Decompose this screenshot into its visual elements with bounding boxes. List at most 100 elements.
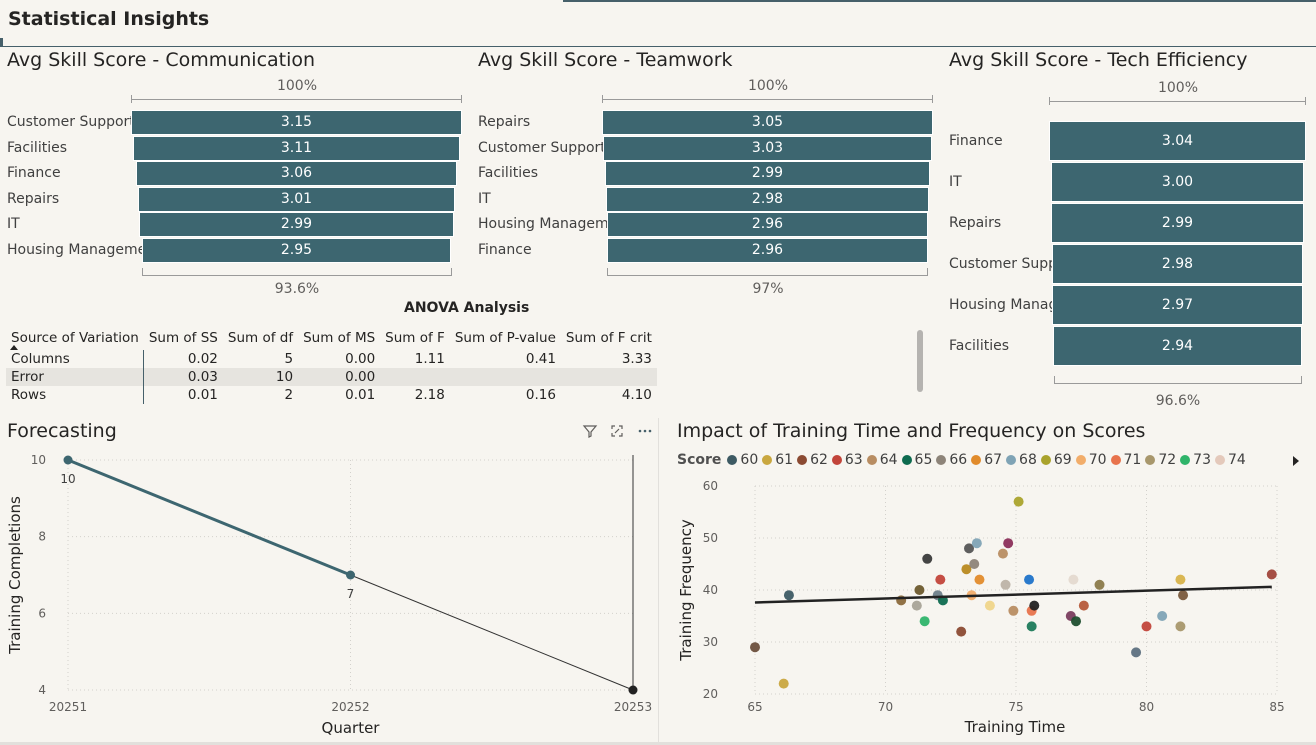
- anova-header-fcrit[interactable]: Sum of F crit: [565, 330, 652, 346]
- vertical-scrollbar[interactable]: [917, 330, 923, 392]
- bar[interactable]: 3.01: [138, 186, 455, 212]
- scatter-point[interactable]: [961, 564, 972, 575]
- filter-icon[interactable]: [579, 420, 601, 442]
- anova-header-df[interactable]: Sum of df: [227, 330, 294, 346]
- bottom-divider: [0, 742, 1316, 745]
- y-tick-label: 20: [703, 687, 718, 701]
- scatter-point[interactable]: [969, 559, 980, 569]
- bar[interactable]: 2.95: [141, 238, 452, 263]
- bar[interactable]: 3.06: [135, 161, 458, 187]
- bar[interactable]: 2.99: [139, 212, 454, 238]
- bar[interactable]: 3.11: [133, 135, 460, 161]
- scatter-point[interactable]: [1013, 496, 1024, 507]
- anova-header-f[interactable]: Sum of F: [385, 330, 445, 346]
- category-label: Repairs: [949, 214, 1002, 231]
- legend-item[interactable]: 71: [1110, 452, 1141, 468]
- scatter-point[interactable]: [935, 574, 946, 585]
- legend-label: 68: [1019, 452, 1037, 468]
- more-options-icon[interactable]: [634, 420, 656, 442]
- scatter-point[interactable]: [974, 574, 985, 585]
- scatter-point[interactable]: [1003, 538, 1014, 549]
- anova-cell: 2.18: [414, 387, 445, 403]
- legend-item[interactable]: 65: [901, 452, 932, 468]
- category-label: Facilities: [478, 165, 538, 182]
- legend-item[interactable]: 68: [1006, 452, 1037, 468]
- forecast-chart[interactable]: 4 6 8 10 20251 20252 20253 10 7 Quarter Training C…: [0, 445, 658, 745]
- anova-header-ss[interactable]: Sum of SS: [148, 330, 218, 346]
- scatter-point[interactable]: [1094, 579, 1105, 590]
- bar[interactable]: 2.96: [606, 238, 929, 263]
- legend-item[interactable]: 61: [762, 452, 793, 468]
- scatter-point[interactable]: [971, 538, 982, 549]
- bar[interactable]: 2.96: [606, 212, 929, 238]
- scatter-chart[interactable]: 20 30 40 50 60 65 70 75 80 85 Training Time Trainin…: [670, 472, 1310, 742]
- scatter-point[interactable]: [997, 548, 1008, 559]
- teamwork-ref-bottom-tick-left: [607, 268, 608, 276]
- scatter-point[interactable]: [1026, 621, 1037, 632]
- scatter-point[interactable]: [1157, 611, 1168, 621]
- bar[interactable]: 2.98: [605, 186, 930, 212]
- legend-item[interactable]: 60: [727, 452, 758, 468]
- bar[interactable]: 3.15: [131, 110, 462, 135]
- page-title: Statistical Insights: [8, 8, 210, 30]
- scatter-point[interactable]: [914, 585, 925, 595]
- scatter-point[interactable]: [1078, 600, 1089, 611]
- communication-ref-top: 100%: [276, 78, 318, 94]
- scatter-point[interactable]: [1141, 621, 1152, 632]
- legend-next-arrow-icon[interactable]: [1293, 456, 1299, 466]
- sort-ascending-icon[interactable]: [10, 345, 18, 350]
- scatter-point[interactable]: [783, 590, 794, 601]
- scatter-point[interactable]: [1024, 574, 1035, 585]
- scatter-point[interactable]: [964, 543, 975, 554]
- scatter-point[interactable]: [1178, 590, 1189, 601]
- bar[interactable]: 3.05: [602, 110, 933, 135]
- legend-item[interactable]: 72: [1145, 452, 1176, 468]
- bar[interactable]: 2.99: [605, 161, 930, 187]
- scatter-point[interactable]: [1029, 600, 1040, 611]
- x-tick-label: 80: [1139, 700, 1154, 714]
- scatter-point[interactable]: [1266, 569, 1277, 580]
- bar[interactable]: 3.04: [1049, 121, 1306, 161]
- trend-line: [754, 585, 1272, 604]
- legend-item[interactable]: 64: [866, 452, 898, 468]
- scatter-point[interactable]: [1175, 621, 1186, 632]
- scatter-point[interactable]: [1071, 616, 1082, 627]
- anova-header-row: Source of Variation Sum of SS Sum of df …: [6, 327, 657, 350]
- scatter-point[interactable]: [1068, 574, 1079, 585]
- data-label: 10: [60, 472, 75, 486]
- anova-header-source[interactable]: Source of Variation: [11, 330, 139, 346]
- legend-item[interactable]: 62: [797, 452, 828, 468]
- anova-header-ms[interactable]: Sum of MS: [303, 330, 376, 346]
- scatter-point[interactable]: [1008, 605, 1019, 616]
- bar[interactable]: 2.99: [1051, 203, 1304, 243]
- focus-mode-icon[interactable]: [606, 420, 628, 442]
- scatter-point[interactable]: [919, 616, 930, 627]
- scatter-point[interactable]: [1000, 579, 1011, 590]
- legend-item[interactable]: 66: [936, 452, 967, 468]
- legend-item[interactable]: 70: [1075, 452, 1107, 468]
- anova-cell: Error: [6, 368, 145, 386]
- legend-item[interactable]: 63: [831, 452, 863, 468]
- legend-item[interactable]: 69: [1040, 452, 1072, 468]
- tech-efficiency-title: Avg Skill Score - Tech Efficiency: [949, 49, 1248, 71]
- scatter-point[interactable]: [956, 626, 967, 637]
- bar[interactable]: 2.97: [1051, 285, 1304, 325]
- anova-cell: 10: [222, 368, 299, 386]
- bar[interactable]: 2.98: [1051, 244, 1304, 284]
- legend-item[interactable]: 73: [1180, 452, 1211, 468]
- scatter-point[interactable]: [1175, 574, 1186, 585]
- scatter-point[interactable]: [1131, 647, 1142, 658]
- legend-item[interactable]: 67: [971, 452, 1002, 468]
- scatter-point[interactable]: [778, 678, 789, 689]
- bar[interactable]: 3.00: [1050, 162, 1305, 202]
- anova-cell: Columns: [6, 350, 145, 368]
- scatter-point[interactable]: [911, 600, 922, 611]
- legend-item[interactable]: 74: [1215, 452, 1246, 468]
- scatter-point[interactable]: [922, 553, 933, 564]
- bar[interactable]: 2.94: [1053, 326, 1302, 366]
- anova-header-pvalue[interactable]: Sum of P-value: [454, 330, 556, 346]
- scatter-point[interactable]: [750, 642, 760, 653]
- scatter-point[interactable]: [984, 600, 995, 611]
- legend-swatch: [936, 455, 947, 465]
- bar[interactable]: 3.03: [603, 135, 932, 161]
